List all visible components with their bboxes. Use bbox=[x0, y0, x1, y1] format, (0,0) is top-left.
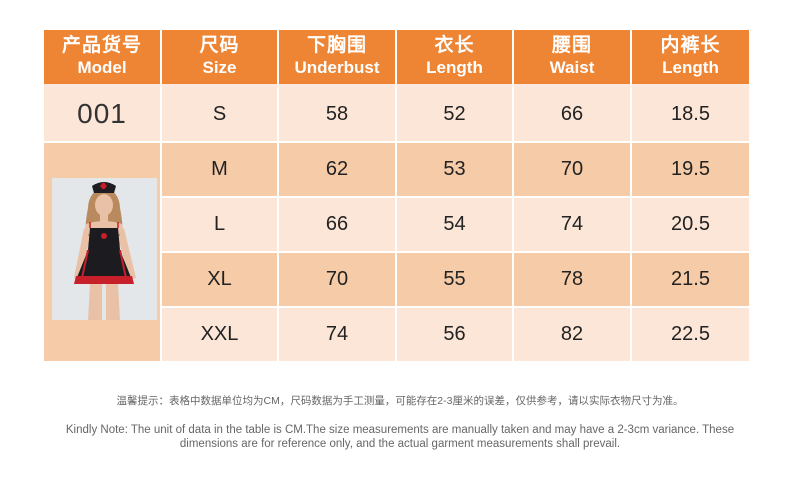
size-cell: M bbox=[162, 143, 279, 198]
length-cell: 55 bbox=[397, 253, 514, 308]
size-chart-table: 产品货号 Model 尺码 Size 下胸围 Underbust 衣长 Leng… bbox=[44, 30, 749, 363]
brief-length-cell: 19.5 bbox=[632, 143, 749, 198]
brief-length-cell: 20.5 bbox=[632, 198, 749, 253]
model-figure-icon bbox=[52, 178, 157, 320]
waist-cell: 66 bbox=[514, 87, 632, 143]
size-cell: XXL bbox=[162, 308, 279, 363]
header-length: 衣长 Length bbox=[397, 30, 514, 87]
underbust-cell: 70 bbox=[279, 253, 397, 308]
note-english: Kindly Note: The unit of data in the tab… bbox=[65, 424, 735, 450]
header-brief-length-cn: 内裤长 bbox=[660, 35, 721, 56]
header-brief-length-en: Length bbox=[662, 58, 719, 77]
length-cell: 54 bbox=[397, 198, 514, 253]
size-cell: L bbox=[162, 198, 279, 253]
header-waist-cn: 腰围 bbox=[551, 35, 592, 56]
header-size-en: Size bbox=[202, 58, 237, 77]
brief-length-cell: 21.5 bbox=[632, 253, 749, 308]
model-number: 001 bbox=[44, 87, 162, 143]
underbust-cell: 62 bbox=[279, 143, 397, 198]
header-waist: 腰围 Waist bbox=[514, 30, 632, 87]
underbust-cell: 66 bbox=[279, 198, 397, 253]
length-cell: 52 bbox=[397, 87, 514, 143]
header-length-en: Length bbox=[426, 58, 483, 77]
header-model-en: Model bbox=[77, 58, 127, 77]
underbust-cell: 74 bbox=[279, 308, 397, 363]
header-length-cn: 衣长 bbox=[434, 35, 475, 56]
note-chinese: 温馨提示：表格中数据单位均为CM，尺码数据为手工测量，可能存在2-3厘米的误差，… bbox=[116, 395, 684, 407]
waist-cell: 78 bbox=[514, 253, 632, 308]
header-underbust: 下胸围 Underbust bbox=[279, 30, 397, 87]
size-cell: XL bbox=[162, 253, 279, 308]
waist-cell: 70 bbox=[514, 143, 632, 198]
waist-cell: 74 bbox=[514, 198, 632, 253]
header-waist-en: Waist bbox=[549, 58, 595, 77]
header-model-cn: 产品货号 bbox=[61, 35, 142, 56]
size-cell: S bbox=[162, 87, 279, 143]
underbust-cell: 58 bbox=[279, 87, 397, 143]
product-photo bbox=[52, 178, 157, 320]
brief-length-cell: 18.5 bbox=[632, 87, 749, 143]
header-size-cn: 尺码 bbox=[199, 35, 240, 56]
header-underbust-en: Underbust bbox=[294, 58, 380, 77]
header-brief-length: 内裤长 Length bbox=[632, 30, 749, 87]
length-cell: 56 bbox=[397, 308, 514, 363]
header-model: 产品货号 Model bbox=[44, 30, 162, 87]
product-image-cell bbox=[44, 143, 162, 363]
header-size: 尺码 Size bbox=[162, 30, 279, 87]
header-underbust-cn: 下胸围 bbox=[306, 35, 367, 56]
waist-cell: 82 bbox=[514, 308, 632, 363]
length-cell: 53 bbox=[397, 143, 514, 198]
brief-length-cell: 22.5 bbox=[632, 308, 749, 363]
